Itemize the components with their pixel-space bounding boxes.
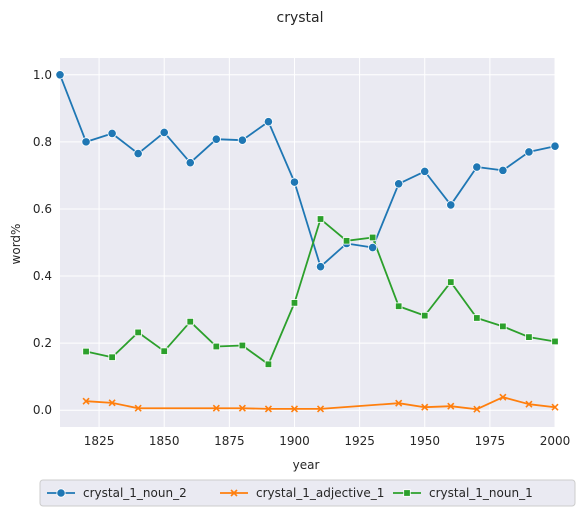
data-point [264, 360, 273, 368]
data-point [472, 162, 482, 172]
y-tick-label: 1.0 [33, 68, 52, 82]
data-point [498, 165, 508, 175]
y-axis-label: word% [9, 224, 23, 265]
data-point [108, 353, 116, 361]
legend: crystal_1_noun_2 crystal_1_adjective_1 cry… [39, 479, 576, 507]
data-point [160, 347, 168, 355]
data-point [263, 117, 274, 127]
data-point [524, 147, 534, 157]
data-point [420, 166, 430, 176]
x-tick-label: 1975 [475, 434, 506, 448]
data-point [473, 405, 481, 413]
data-point [212, 342, 221, 351]
x-tick-label: 1950 [409, 434, 440, 448]
data-point [421, 403, 429, 411]
legend-label: crystal_1_noun_2 [83, 486, 187, 500]
y-tick-label: 0.4 [33, 269, 52, 283]
data-point [133, 149, 143, 159]
data-point [134, 328, 142, 337]
legend-marker [230, 489, 238, 497]
data-point [394, 302, 403, 310]
data-point [316, 405, 325, 413]
y-tick-label: 0.6 [33, 202, 52, 216]
x-tick-label: 1925 [344, 434, 375, 448]
data-point [395, 399, 403, 407]
x-tick-label: 1900 [279, 434, 310, 448]
x-tick-label: 1850 [149, 434, 180, 448]
data-point [499, 322, 507, 331]
y-tick-label: 0.0 [33, 403, 52, 417]
data-point [447, 402, 455, 410]
x-tick-label: 2000 [540, 434, 571, 448]
y-tick-label: 0.8 [33, 135, 52, 149]
data-point [238, 404, 246, 412]
data-point [212, 404, 220, 412]
series-line-crystal_1_noun_2 [59, 74, 556, 268]
data-point [264, 405, 272, 413]
legend-box [39, 479, 576, 507]
data-point [289, 177, 300, 187]
x-tick-label: 1825 [84, 434, 115, 448]
data-point [185, 158, 195, 168]
data-point [108, 399, 116, 407]
data-point [211, 134, 221, 144]
data-point [237, 135, 247, 145]
grid-lines [60, 58, 556, 427]
data-point [446, 200, 456, 210]
data-point [290, 299, 299, 307]
legend-entry: crystal_1_noun_2 [47, 486, 187, 500]
data-point [525, 333, 533, 341]
x-axis-ticks: 1825 1850 1875 1900 1925 1950 1975 2000 [84, 434, 570, 448]
data-point [316, 215, 325, 223]
data-point [134, 404, 142, 412]
legend-entry: crystal_1_adjective_1 [220, 486, 384, 500]
plot-area [60, 58, 555, 427]
data-point [159, 127, 169, 138]
legend-label: crystal_1_noun_1 [429, 486, 533, 500]
legend-label: crystal_1_adjective_1 [256, 486, 384, 500]
y-axis-ticks: 0.0 0.2 0.4 0.6 0.8 1.0 [33, 68, 52, 417]
data-point [499, 393, 507, 401]
data-point [421, 311, 429, 320]
data-point [342, 237, 351, 245]
data-point [368, 233, 377, 242]
data-point [368, 242, 378, 253]
legend-entry: crystal_1_noun_1 [393, 486, 533, 500]
legend-marker [56, 488, 66, 498]
series-markers [55, 70, 560, 413]
x-axis-label: year [293, 458, 320, 472]
data-point [473, 314, 481, 322]
data-point [315, 262, 326, 272]
data-point [551, 337, 559, 346]
legend-marker [403, 489, 411, 497]
data-point [290, 405, 299, 413]
chart-title: crystal [277, 10, 324, 26]
data-point [238, 341, 247, 350]
data-point [525, 400, 533, 408]
data-point [81, 137, 91, 147]
data-point [107, 128, 117, 139]
x-tick-label: 1875 [214, 434, 245, 448]
data-point [82, 397, 90, 405]
data-point [186, 317, 194, 326]
data-point [551, 403, 559, 411]
data-point [82, 347, 90, 356]
data-point [55, 70, 65, 80]
data-point [447, 278, 455, 286]
y-tick-label: 0.2 [33, 336, 52, 350]
data-point [394, 179, 404, 189]
data-point [550, 141, 560, 151]
